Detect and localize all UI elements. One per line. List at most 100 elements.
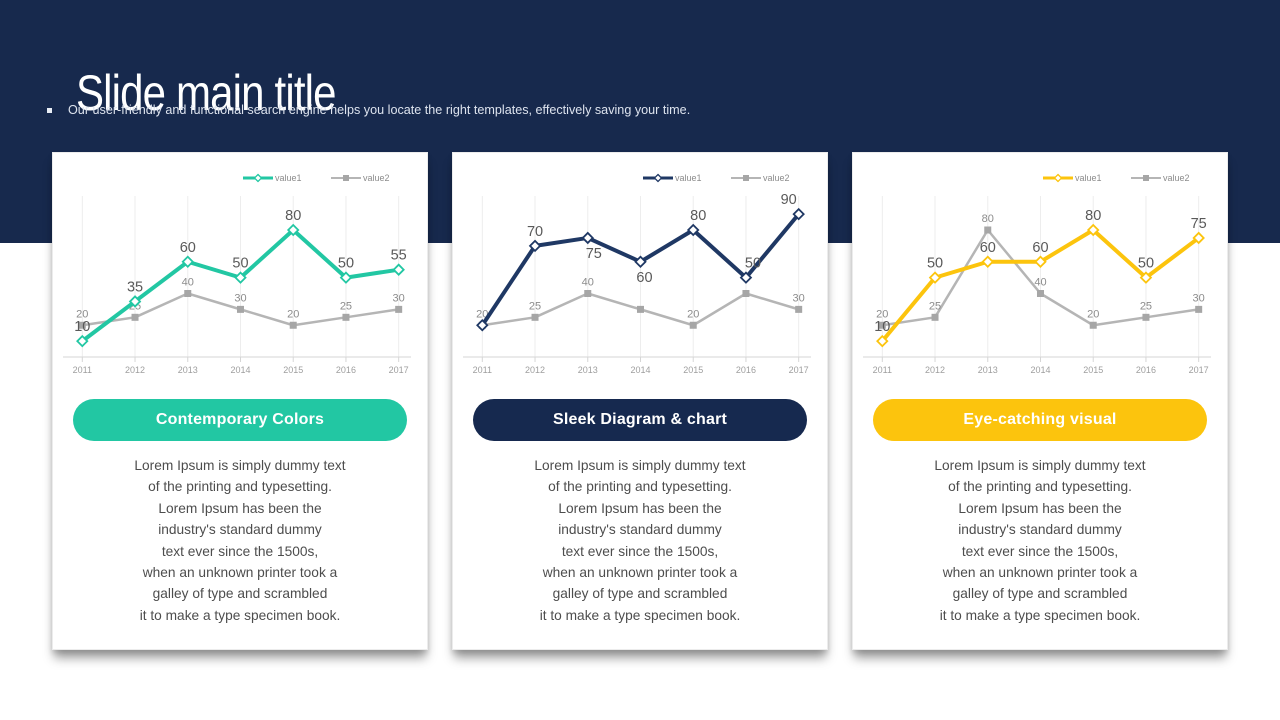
marker-square xyxy=(236,305,244,313)
card-eye-catching-visual: 2011 2012 2013 2014 2015 2016 2017 value1 value2… xyxy=(852,152,1228,650)
x-tick-label: 2017 xyxy=(389,365,409,375)
marker-square xyxy=(584,290,592,297)
data-label-value2: 40 xyxy=(182,277,194,289)
svg-text:value2: value2 xyxy=(763,173,790,183)
marker-diamond xyxy=(1139,271,1153,284)
marker-square xyxy=(1089,321,1097,329)
marker-square xyxy=(1036,290,1044,297)
marker-diamond xyxy=(392,263,405,276)
x-tick-label: 2012 xyxy=(525,365,545,375)
marker-diamond xyxy=(476,318,489,332)
x-tick-label: 2015 xyxy=(683,365,703,375)
slide-subtitle: Our user-friendly and functional search … xyxy=(68,102,691,117)
marker-diamond xyxy=(286,223,300,237)
marker-square xyxy=(1195,305,1203,313)
marker-square xyxy=(636,305,644,313)
x-tick-label: 2012 xyxy=(925,365,945,375)
svg-text:value2: value2 xyxy=(1163,173,1190,183)
marker-diamond xyxy=(739,271,753,284)
marker-diamond xyxy=(928,271,942,284)
x-tick-label: 2013 xyxy=(178,365,198,375)
marker-diamond xyxy=(234,271,247,284)
data-label-value1: 50 xyxy=(927,256,943,272)
data-label-value1: 75 xyxy=(586,246,602,262)
x-tick-label: 2011 xyxy=(473,365,492,375)
marker-diamond xyxy=(581,231,595,245)
svg-text:value1: value1 xyxy=(275,173,302,183)
data-label-value2: 20 xyxy=(1087,308,1099,320)
data-label-value1: 50 xyxy=(232,256,248,272)
data-label-value2: 40 xyxy=(1034,277,1046,289)
svg-text:value2: value2 xyxy=(363,173,390,183)
x-tick-label: 2013 xyxy=(578,365,598,375)
data-label-value1: 10 xyxy=(874,319,890,335)
data-label-value2: 80 xyxy=(982,213,994,225)
marker-square xyxy=(131,313,139,321)
marker-square xyxy=(289,321,297,329)
marker-diamond xyxy=(876,334,889,348)
card-body-text: Lorem Ipsum is simply dummy text of the … xyxy=(934,457,1146,623)
data-label-value1: 10 xyxy=(74,319,90,335)
marker-square xyxy=(742,290,750,297)
marker-diamond xyxy=(981,255,995,269)
data-label-value1: 60 xyxy=(636,270,652,286)
marker-square xyxy=(689,321,697,329)
data-label-value2: 20 xyxy=(76,308,88,320)
marker-diamond xyxy=(792,207,805,221)
pill-button-eye-catching[interactable]: Eye-catching visual xyxy=(873,399,1207,441)
marker-diamond xyxy=(1034,255,1047,269)
marker-square xyxy=(878,321,886,329)
data-label-value2: 25 xyxy=(529,300,541,312)
data-label-value2: 25 xyxy=(340,300,352,312)
marker-diamond xyxy=(1086,223,1100,237)
data-label-value1: 90 xyxy=(781,192,797,208)
data-label-value2: 25 xyxy=(929,300,941,312)
marker-square xyxy=(395,305,403,313)
marker-square xyxy=(931,313,939,321)
data-label-value1: 80 xyxy=(285,208,301,224)
legend: value1 value2 xyxy=(643,173,790,183)
data-label-value1: 60 xyxy=(1032,240,1048,256)
data-label-value2: 25 xyxy=(1140,300,1152,312)
line-chart-teal: 2011 2012 2013 2014 2015 2016 2017 value1 value2… xyxy=(53,153,427,393)
x-tick-label: 2011 xyxy=(73,365,92,375)
line-chart-navy: 2011 2012 2013 2014 2015 2016 2017 value1 value2… xyxy=(453,153,827,393)
marker-diamond xyxy=(339,271,353,284)
line-chart-yellow: 2011 2012 2013 2014 2015 2016 2017 value1 value2… xyxy=(853,153,1227,393)
data-label-value1: 60 xyxy=(180,240,196,256)
pill-button-sleek-diagram[interactable]: Sleek Diagram & chart xyxy=(473,399,807,441)
data-label-value2: 30 xyxy=(234,292,246,304)
x-tick-label: 2014 xyxy=(1030,365,1050,375)
data-label-value2: 30 xyxy=(793,292,805,304)
data-label-value1: 50 xyxy=(1138,256,1154,272)
legend: value1 value2 xyxy=(243,173,390,183)
marker-diamond xyxy=(1192,231,1205,245)
pill-button-contemporary-colors[interactable]: Contemporary Colors xyxy=(73,399,407,441)
data-label-value2: 30 xyxy=(1193,292,1205,304)
x-tick-label: 2017 xyxy=(789,365,809,375)
marker-diamond xyxy=(528,239,542,253)
marker-diamond xyxy=(181,255,195,269)
data-label-value1: 70 xyxy=(527,224,543,240)
data-label-value2: 40 xyxy=(582,277,594,289)
marker-square xyxy=(984,226,992,234)
card-body-text: Lorem Ipsum is simply dummy text of the … xyxy=(534,457,746,623)
card-sleek-diagram: 2011 2012 2013 2014 2015 2016 2017 value1 value2… xyxy=(452,152,828,650)
x-tick-label: 2015 xyxy=(283,365,303,375)
data-label-value1: 35 xyxy=(127,279,143,295)
data-label-value1: 80 xyxy=(690,208,706,224)
marker-square xyxy=(78,321,86,329)
x-tick-label: 2016 xyxy=(336,365,356,375)
slide-title: Slide main title xyxy=(76,64,337,121)
x-tick-label: 2014 xyxy=(630,365,650,375)
data-label-value1: 50 xyxy=(338,256,354,272)
marker-square xyxy=(184,290,192,297)
data-label-value2: 20 xyxy=(687,308,699,320)
data-label-value1: 50 xyxy=(745,256,761,272)
svg-text:value1: value1 xyxy=(1075,173,1102,183)
x-tick-label: 2016 xyxy=(736,365,756,375)
x-tick-label: 2012 xyxy=(125,365,145,375)
x-tick-label: 2013 xyxy=(978,365,998,375)
marker-square xyxy=(342,313,350,321)
x-tick-label: 2015 xyxy=(1083,365,1103,375)
